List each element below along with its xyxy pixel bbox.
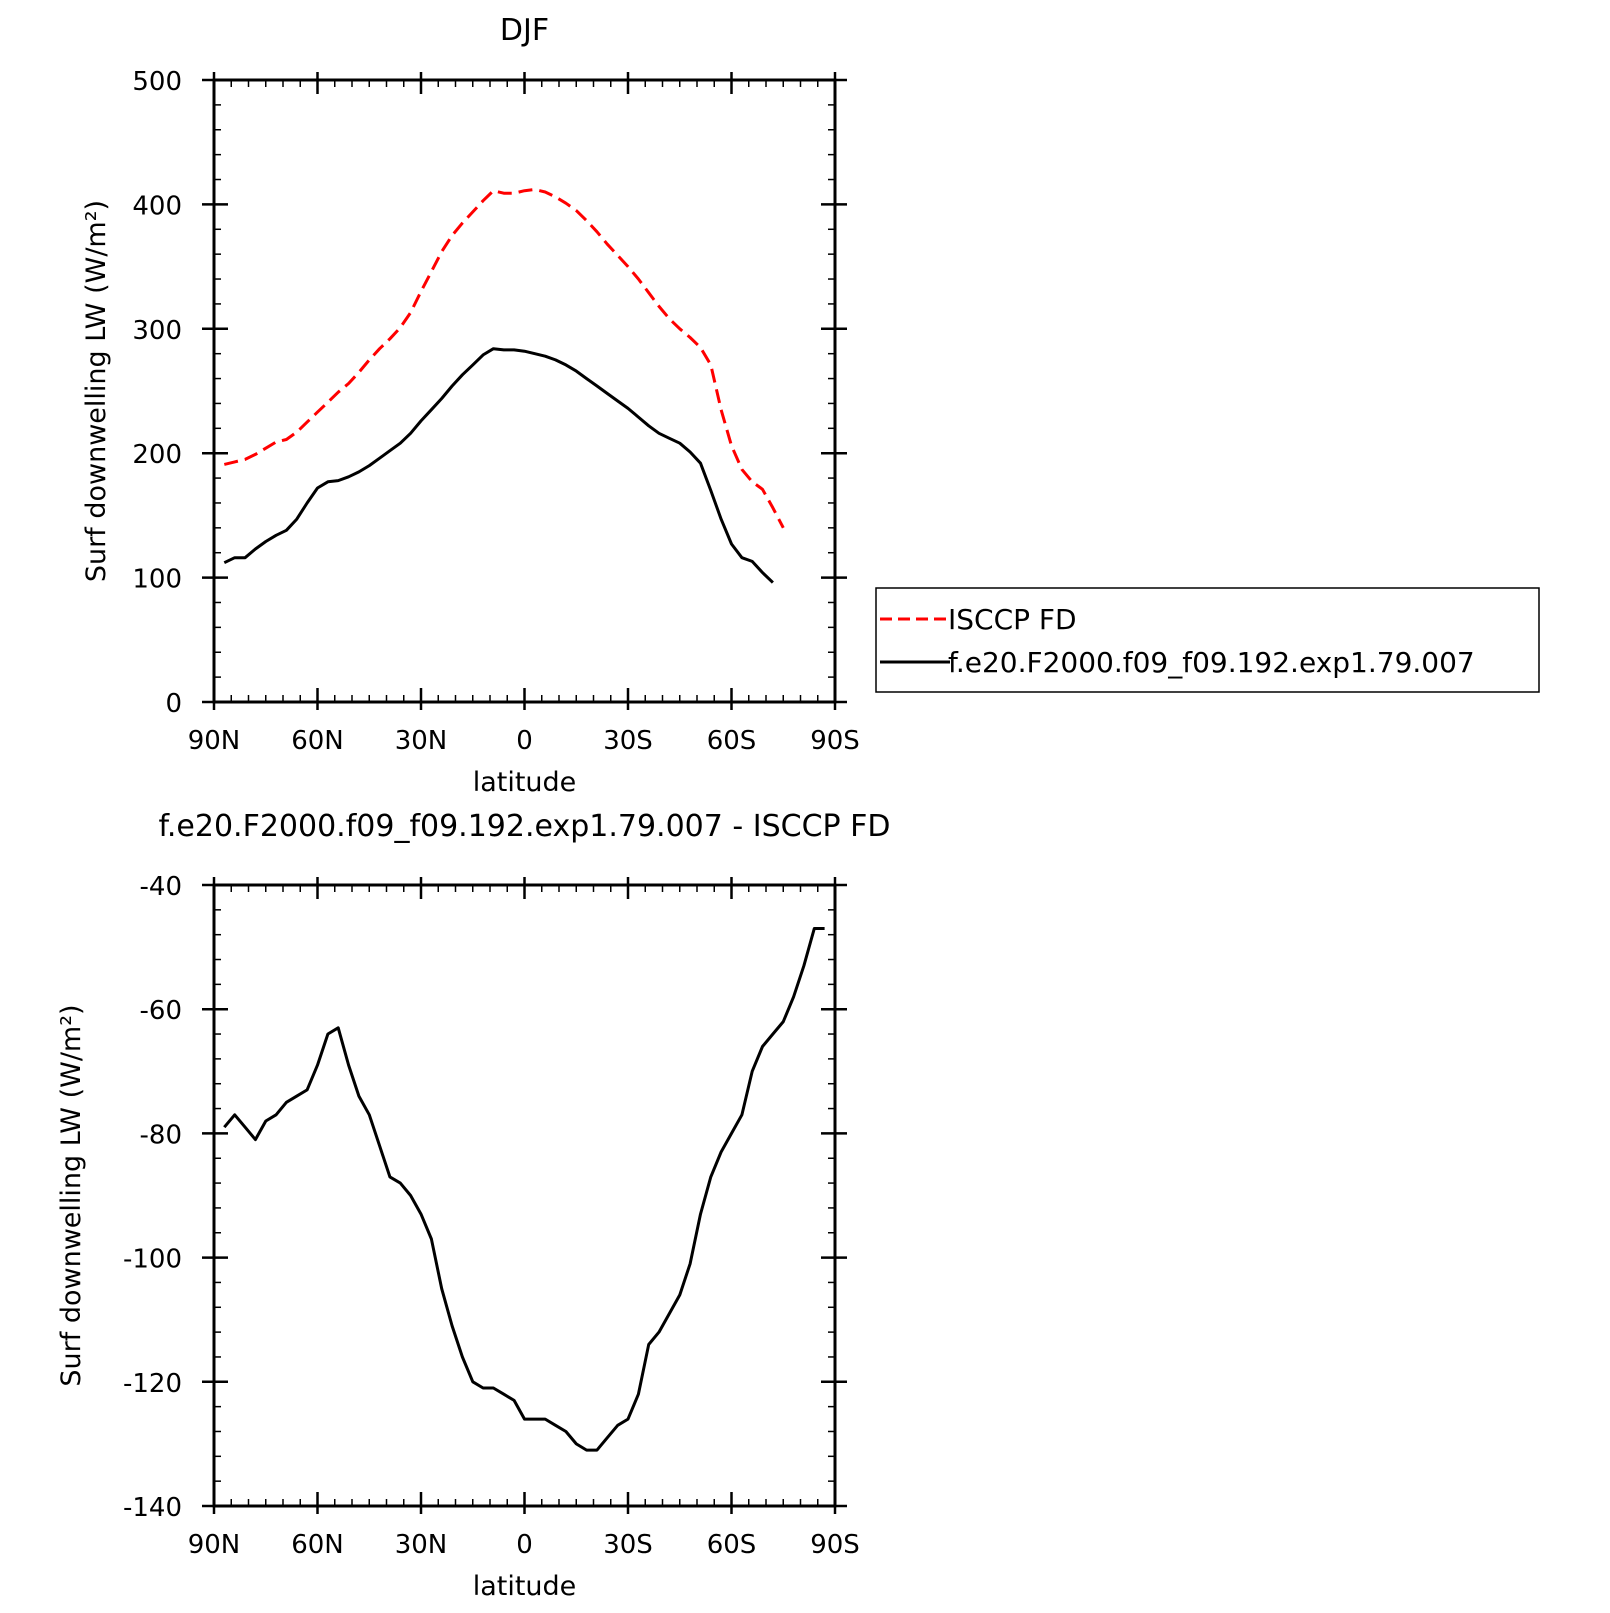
- legend: ISCCP FD f.e20.F2000.f09_f09.192.exp1.79…: [875, 587, 1540, 693]
- top-y-axis-label: Surf downwelling LW (W/m²): [81, 200, 112, 582]
- x-tick-label: 60S: [707, 726, 757, 756]
- x-tick-label: 0: [516, 726, 533, 756]
- x-tick-label: 90N: [188, 1530, 241, 1560]
- y-tick-label: 400: [132, 191, 182, 221]
- y-tick-label: -40: [140, 872, 182, 902]
- bottom-x-axis-label: latitude: [473, 1571, 577, 1602]
- x-tick-label: 90S: [810, 1530, 860, 1560]
- x-tick-label: 0: [516, 1530, 533, 1560]
- y-tick-label: 200: [132, 440, 182, 470]
- x-tick-label: 90N: [188, 726, 241, 756]
- x-tick-label: 30N: [395, 726, 448, 756]
- bottom-series-line-0: [223, 927, 825, 1452]
- x-tick-label: 30S: [603, 726, 653, 756]
- y-tick-label: -120: [123, 1369, 182, 1399]
- y-tick-label: -60: [140, 996, 182, 1026]
- top-panel: DJF 90N 60N 30N 0 30S 60S 90S 0 100 200 300 400 500 la…: [81, 13, 860, 798]
- y-tick-label: 100: [132, 565, 182, 595]
- x-tick-label: 60N: [291, 726, 344, 756]
- y-tick-label: 300: [132, 316, 182, 346]
- x-tick-label: 90S: [810, 726, 860, 756]
- x-tick-label: 60N: [291, 1530, 344, 1560]
- x-tick-label: 60S: [707, 1530, 757, 1560]
- bottom-chart-title: f.e20.F2000.f09_f09.192.exp1.79.007 - IS…: [158, 809, 890, 844]
- y-tick-label: 0: [165, 689, 182, 719]
- y-tick-label: -140: [123, 1493, 182, 1523]
- y-tick-label: -80: [140, 1120, 182, 1150]
- top-x-axis-label: latitude: [473, 767, 577, 798]
- legend-frame: [875, 587, 1540, 693]
- legend-label-isccp: ISCCP FD: [948, 603, 1077, 636]
- y-tick-label: 500: [132, 67, 182, 97]
- top-chart-title: DJF: [500, 13, 549, 48]
- bottom-plot-frame: [212, 883, 837, 1508]
- bottom-y-axis-label: Surf downwelling LW (W/m²): [56, 1004, 87, 1386]
- top-plot-frame: [212, 78, 837, 704]
- legend-label-model: f.e20.F2000.f09_f09.192.exp1.79.007: [948, 646, 1475, 679]
- top-series-line-1: [223, 347, 774, 584]
- y-tick-label: -100: [123, 1245, 182, 1275]
- x-tick-label: 30S: [603, 1530, 653, 1560]
- bottom-panel: f.e20.F2000.f09_f09.192.exp1.79.007 - IS…: [56, 809, 891, 1602]
- x-tick-label: 30N: [395, 1530, 448, 1560]
- top-series-line-0: [223, 188, 785, 529]
